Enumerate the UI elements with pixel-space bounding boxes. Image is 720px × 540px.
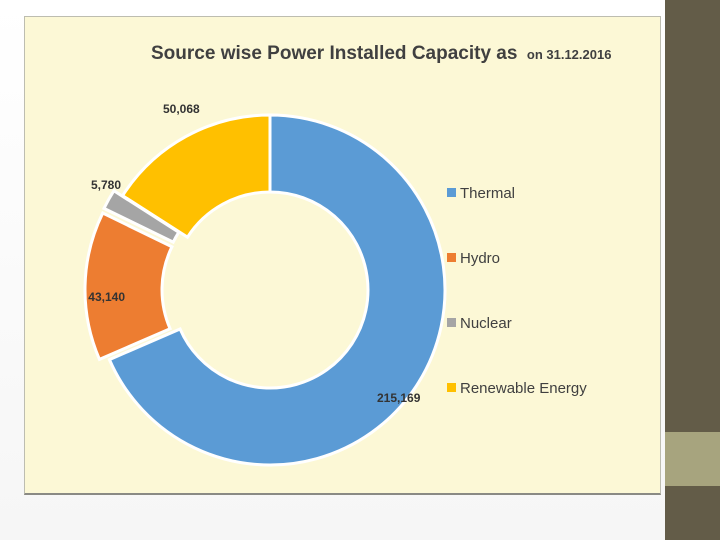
slice-thermal (107, 113, 447, 467)
data-labels-group: 215,169 43,140 5,780 50,068 (88, 102, 420, 405)
legend-swatch-hydro (447, 253, 456, 262)
legend-swatch-nuclear (447, 318, 456, 327)
slice-hydro (83, 211, 174, 362)
slices-group (83, 113, 447, 467)
legend-label-thermal: Thermal (460, 185, 515, 202)
side-decoration-accent (665, 432, 720, 486)
data-label-thermal: 215,169 (377, 391, 421, 405)
data-label-nuclear: 5,780 (91, 178, 121, 192)
chart-title: Source wise Power Installed Capacity as … (151, 43, 611, 64)
legend-swatch-thermal (447, 188, 456, 197)
legend-swatch-renewable-energy (447, 383, 456, 392)
chart-frame: Source wise Power Installed Capacity as … (24, 16, 661, 495)
legend-label-hydro: Hydro (460, 250, 500, 267)
chart-title-date: on 31.12.2016 (527, 47, 612, 62)
legend-label-renewable-energy: Renewable Energy (460, 380, 587, 397)
slice-renewable-energy (120, 113, 272, 240)
donut-chart: Source wise Power Installed Capacity as … (83, 43, 611, 467)
legend-label-nuclear: Nuclear (460, 315, 512, 332)
data-label-renewable-energy: 50,068 (163, 102, 200, 116)
data-label-hydro: 43,140 (88, 290, 125, 304)
chart-title-main: Source wise Power Installed Capacity as (151, 43, 517, 64)
legend: Thermal Hydro Nuclear Renewable Energy (447, 185, 587, 397)
